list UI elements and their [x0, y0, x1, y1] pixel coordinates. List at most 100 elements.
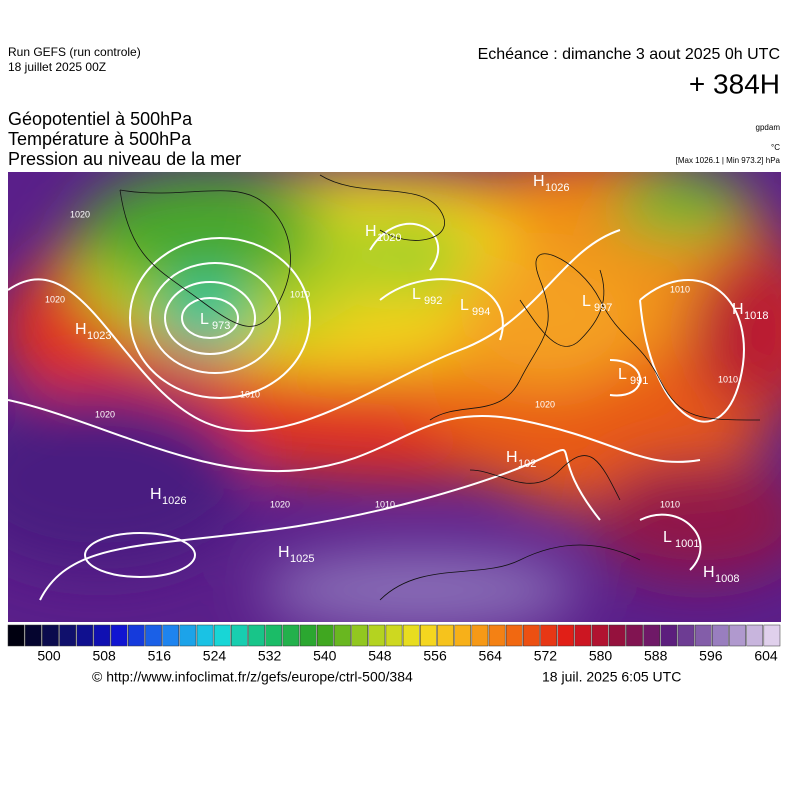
isobar-label: 1020 — [45, 294, 65, 304]
valid-time: Echéance : dimanche 3 aout 2025 0h UTC — [478, 46, 780, 63]
colorbar-cell — [231, 624, 248, 647]
pressure-center-value: 991 — [630, 375, 648, 387]
colorbar-tick-label: 540 — [313, 648, 337, 664]
colorbar-cell — [677, 624, 695, 647]
isobar-label: 1010 — [718, 374, 738, 384]
colorbar-cell — [608, 624, 626, 647]
lead-time: + 384H — [689, 68, 780, 99]
colorbar-cell — [179, 624, 197, 647]
colorbar-tick-label: 500 — [37, 648, 61, 664]
colorbar-cell — [626, 624, 643, 647]
colorbar-cell — [523, 624, 540, 647]
unit: [Max 1026.1 | Min 973.2] hPa — [676, 156, 781, 165]
isobar-label: 1010 — [660, 499, 680, 509]
isobar-label: 1020 — [95, 409, 115, 419]
colorbar-tick-label: 564 — [479, 648, 503, 664]
isobar-label: 1020 — [535, 399, 555, 409]
pressure-center-value: 994 — [472, 306, 490, 318]
colorbar-cell — [660, 624, 678, 647]
colorbar-cell — [385, 624, 403, 647]
colorbar-tick-label: 604 — [754, 648, 778, 664]
colorbar-cell — [574, 624, 592, 647]
colorbar-cell — [162, 624, 180, 647]
colorbar-tick-label: 556 — [423, 648, 447, 664]
colorbar-cell — [334, 624, 351, 647]
pressure-center-value: 1001 — [675, 538, 699, 550]
pressure-center-value: 997 — [594, 302, 612, 314]
colorbar-cell — [213, 624, 231, 647]
colorbar-tick-label: 508 — [92, 648, 116, 664]
colorbar-tick-label: 572 — [534, 648, 558, 664]
unit: °C — [771, 143, 780, 152]
colorbar-cell — [746, 624, 764, 647]
unit: gpdam — [756, 123, 781, 132]
colorbar-cell — [59, 624, 76, 647]
colorbar-tick-label: 588 — [644, 648, 668, 664]
colorbar-cell — [402, 624, 420, 647]
colorbar-cell — [557, 624, 575, 647]
pressure-center-kind: L — [663, 529, 672, 546]
pressure-center-value: 1026 — [162, 495, 186, 507]
isobar-label: 1010 — [240, 389, 260, 399]
colorbar-tick-label: 532 — [258, 648, 282, 664]
field-title: Géopotentiel à 500hPa — [8, 109, 193, 129]
pressure-center-value: 1023 — [87, 330, 111, 342]
pressure-center-kind: H — [703, 564, 715, 581]
colorbar-cell — [420, 624, 437, 647]
pressure-center-value: 1008 — [715, 573, 739, 585]
colorbar-cell — [505, 624, 523, 647]
colorbar-cell — [471, 624, 489, 647]
colorbar-cell — [145, 624, 162, 647]
pressure-center-value: 1020 — [377, 232, 401, 244]
isobar-label: 1010 — [375, 499, 395, 509]
colorbar-tick-label: 548 — [368, 648, 392, 664]
pressure-center-value: 992 — [424, 295, 442, 307]
generated-time: 18 juil. 2025 6:05 UTC — [542, 669, 681, 685]
colorbar-cell — [93, 624, 111, 647]
colorbar-tick-label: 524 — [203, 648, 227, 664]
pressure-center-kind: L — [582, 293, 591, 310]
map — [8, 172, 781, 622]
colorbar-cell — [110, 624, 128, 647]
colorbar-cell — [282, 624, 300, 647]
pressure-center-kind: H — [150, 486, 162, 503]
pressure-center-value: 973 — [212, 320, 230, 332]
colorbar-cell — [7, 624, 25, 647]
pressure-center-kind: H — [75, 321, 87, 338]
coastlines — [119, 174, 761, 601]
colorbar-cell — [76, 624, 94, 647]
colorbar: 500 508 516 524 532 540 548 556 564 572 580 588 596 6… — [7, 624, 781, 664]
colorbar-cell — [299, 624, 317, 647]
colorbar-cell — [24, 624, 42, 647]
colorbar-cell — [196, 624, 214, 647]
colorbar-cell — [763, 624, 781, 647]
colorbar-cell — [265, 624, 283, 647]
colorbar-cell — [42, 624, 59, 647]
colorbar-tick-label: 580 — [589, 648, 613, 664]
source: © http://www.infoclimat.fr/z/gefs/europe… — [92, 669, 413, 685]
pressure-center-value: 102 — [518, 458, 536, 470]
colorbar-cell — [643, 624, 661, 647]
colorbar-cell — [729, 624, 746, 647]
pressure-center-kind: H — [732, 301, 744, 318]
pressure-center-value: 1026 — [545, 182, 569, 194]
isobar-label: 1020 — [70, 209, 90, 219]
isobar-label: 1020 — [270, 499, 290, 509]
pressure-center-kind: H — [533, 173, 545, 190]
colorbar-tick-label: 516 — [148, 648, 172, 664]
pressure-center-kind: L — [618, 366, 627, 383]
run-date: 18 juillet 2025 00Z — [8, 60, 106, 74]
pressure-center-kind: H — [278, 544, 290, 561]
colorbar-cell — [368, 624, 386, 647]
colorbar-cell — [351, 624, 368, 647]
pressure-center-value: 1018 — [744, 310, 768, 322]
field-title: Température à 500hPa — [8, 129, 192, 149]
colorbar-cell — [437, 624, 454, 647]
isobar-label: 1010 — [290, 289, 310, 299]
colorbar-cell — [694, 624, 712, 647]
pressure-center-kind: H — [365, 223, 377, 240]
colorbar-cell — [591, 624, 609, 647]
